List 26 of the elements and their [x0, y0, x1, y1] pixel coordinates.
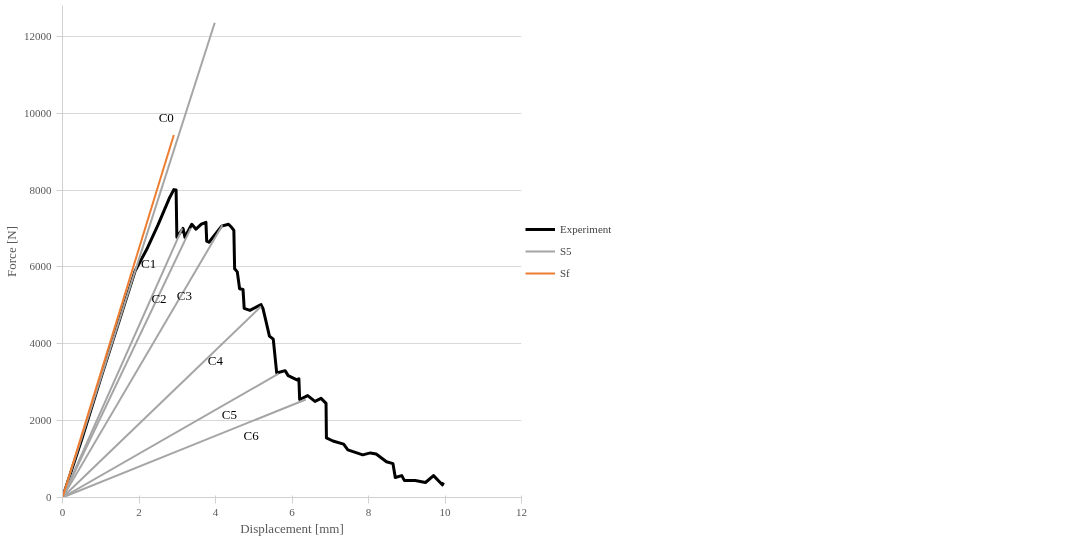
- x-tick-label: 8: [365, 505, 372, 518]
- y-axis-title: Force [N]: [4, 226, 19, 277]
- annotation: C1: [141, 255, 157, 271]
- annotation: C0: [158, 110, 174, 126]
- annotation: C2: [151, 290, 167, 306]
- legend-label: Sf: [560, 267, 571, 279]
- annotation: C5: [221, 406, 237, 422]
- y-tick-label: 8000: [29, 183, 52, 196]
- x-tick-label: 4: [212, 505, 219, 518]
- y-tick-label: 10000: [24, 106, 52, 119]
- legend-label: Experiment: [560, 223, 612, 235]
- annotation: C3: [176, 288, 192, 304]
- x-tick-label: 0: [59, 505, 66, 518]
- x-axis-title: Displacement [mm]: [240, 520, 344, 536]
- legend-label: S5: [560, 245, 573, 257]
- x-tick-label: 6: [289, 505, 296, 518]
- y-tick-label: 6000: [29, 260, 52, 273]
- y-tick-label: 4000: [29, 337, 52, 350]
- x-tick-label: 10: [439, 505, 451, 518]
- y-tick-label: 0: [46, 491, 52, 503]
- x-tick-label: 12: [516, 505, 527, 518]
- annotation: C6: [243, 427, 260, 443]
- y-tick-label: 12000: [24, 29, 52, 42]
- x-tick-label: 2: [136, 505, 142, 518]
- annotation: C4: [207, 353, 224, 369]
- y-tick-label: 2000: [29, 414, 52, 427]
